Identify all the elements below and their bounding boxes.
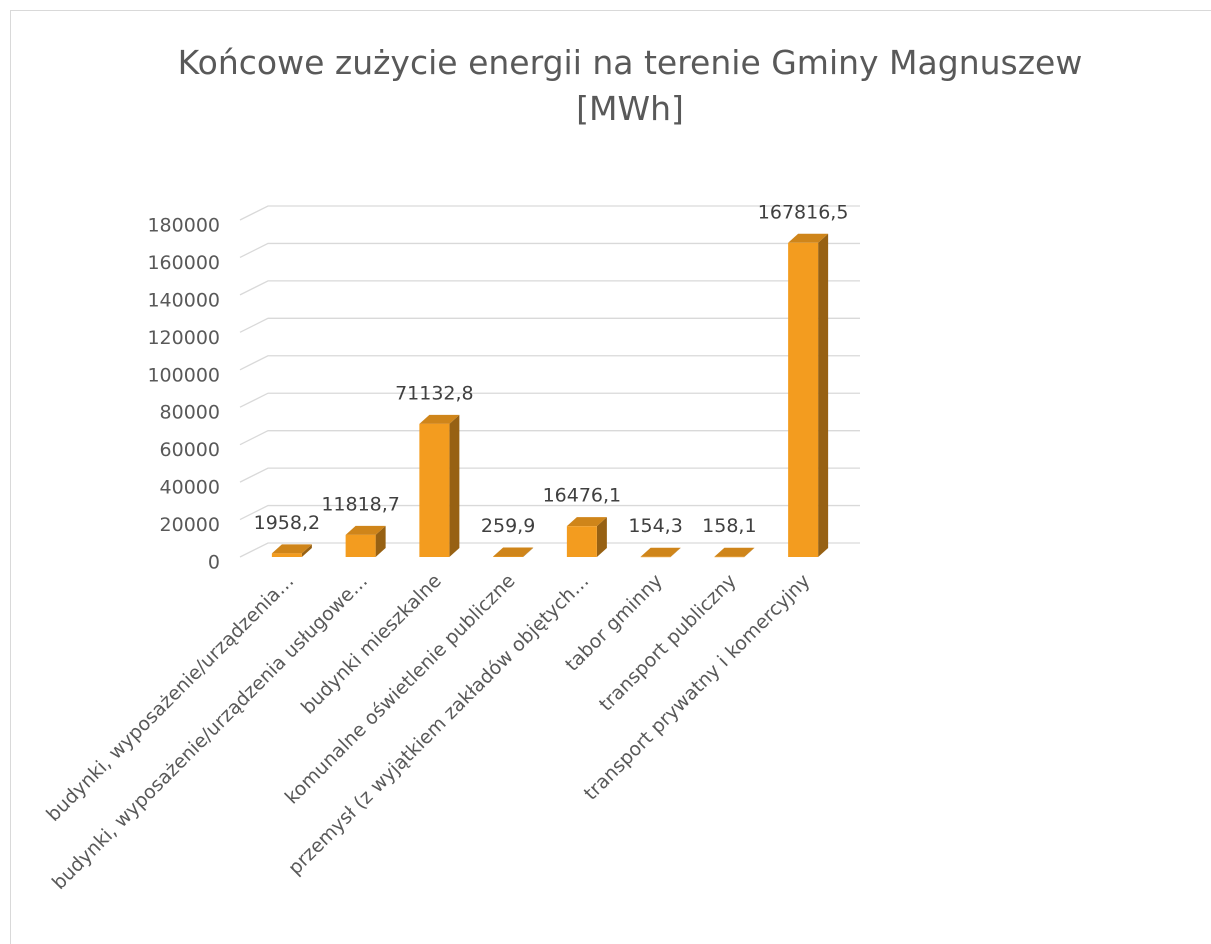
y-tick-label: 120000: [147, 327, 220, 349]
data-label: 154,3: [628, 515, 682, 537]
chart-title: Końcowe zużycie energii na terenie Gminy…: [177, 43, 1083, 128]
bar-front: [419, 423, 450, 557]
bar-top: [714, 547, 755, 557]
bar-top: [419, 414, 460, 424]
grid-line: [239, 242, 860, 259]
bar-front: [345, 534, 376, 557]
y-tick-label: 100000: [147, 364, 220, 386]
grid-line: [239, 280, 860, 296]
bar-front: [493, 556, 524, 558]
bar: [345, 525, 386, 557]
bar-side: [744, 547, 755, 557]
y-tick-label: 0: [208, 552, 220, 574]
grid-line: [239, 317, 860, 333]
bar-front: [271, 553, 302, 557]
bar-front: [640, 556, 671, 558]
grid-line: [239, 542, 860, 558]
bar-side: [596, 517, 607, 557]
bar-side: [523, 547, 534, 557]
x-tick-label: budynki mieszkalne: [297, 570, 446, 719]
data-label: 11818,7: [321, 493, 400, 515]
grid-line: [239, 504, 860, 521]
bar-top: [493, 547, 534, 557]
bar-side: [818, 233, 829, 557]
bar: [271, 544, 312, 557]
x-tick-label: transport publiczny: [595, 570, 741, 716]
bar-side: [449, 414, 460, 557]
x-tick-label: budynki, wyposażenie/urządzenia…: [42, 570, 298, 826]
bar: [714, 547, 755, 558]
y-tick-label: 160000: [147, 252, 220, 274]
y-tick-label: 80000: [160, 402, 220, 424]
data-label: 16476,1: [543, 485, 622, 507]
bar: [640, 547, 681, 558]
bar: [493, 547, 534, 558]
bar-top: [345, 525, 386, 535]
bar-side: [375, 525, 386, 557]
bar-top: [566, 517, 607, 527]
bar-side: [301, 544, 312, 557]
bar-top: [640, 547, 681, 557]
grid-line: [239, 355, 860, 371]
bar: [566, 517, 607, 557]
grid-line: [239, 430, 860, 446]
bar-front: [714, 556, 745, 558]
grid-line: [239, 205, 860, 221]
data-label: 71132,8: [395, 382, 474, 404]
data-label: 1958,2: [254, 512, 320, 534]
grid-line: [239, 392, 860, 408]
bar-top: [271, 544, 312, 554]
bar: [419, 414, 460, 557]
bar-side: [670, 547, 681, 557]
grid-line: [239, 467, 860, 483]
y-tick-label: 20000: [160, 514, 220, 536]
data-label: 158,1: [702, 515, 756, 537]
chart-border: [10, 10, 1211, 944]
y-tick-label: 60000: [160, 439, 220, 461]
bar-top: [788, 233, 829, 243]
bar-front: [788, 242, 819, 557]
y-tick-label: 140000: [147, 289, 220, 311]
data-label: 167816,5: [758, 201, 849, 223]
data-label: 259,9: [481, 515, 535, 537]
bar: [788, 233, 829, 557]
bar-front: [566, 526, 597, 557]
y-tick-label: 40000: [160, 477, 220, 499]
y-tick-label: 180000: [147, 215, 220, 237]
